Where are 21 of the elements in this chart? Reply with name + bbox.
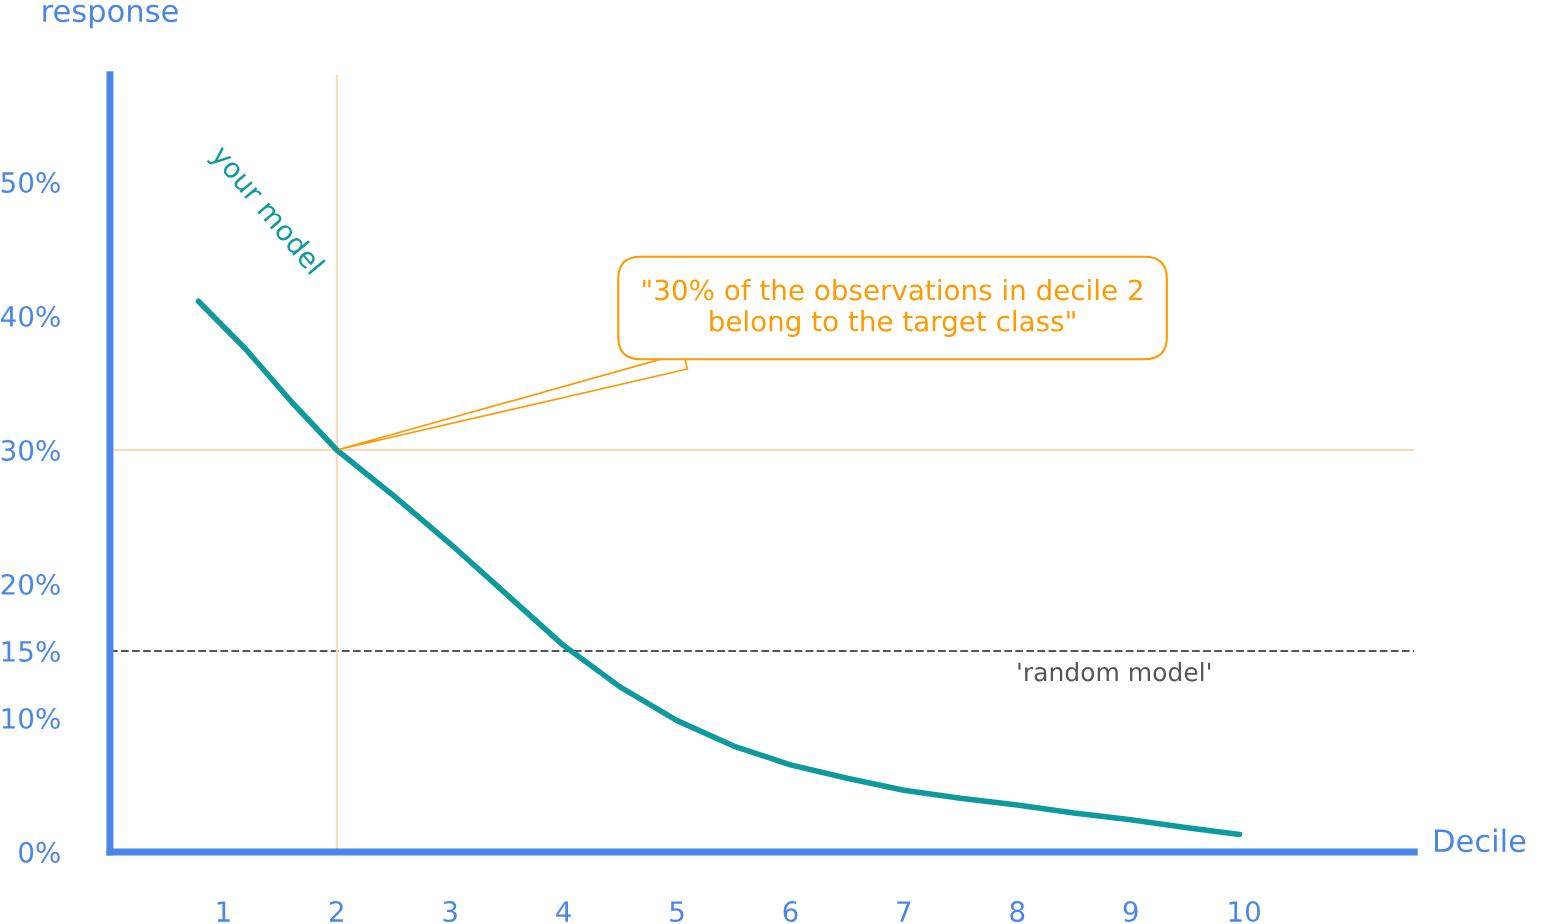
- y-tick-label: 15%: [2, 640, 60, 662]
- x-tick-label: 8: [1010, 901, 1025, 923]
- x-tick-label: 5: [670, 901, 684, 923]
- y-tick-label: 50%: [1, 171, 60, 193]
- annotation: "30% of the observations in decile 2 belong to the target class": [643, 278, 1142, 337]
- y-tick-label: 20%: [1, 573, 60, 595]
- y-tick-label: 10%: [2, 707, 60, 729]
- ref-line-label: 'random model': [1018, 662, 1211, 682]
- y-tick-label: 40%: [0, 305, 60, 327]
- x-tick-label: 7: [897, 901, 911, 922]
- y-tick-label: 0%: [19, 841, 60, 863]
- x-tick-label: 10: [1229, 901, 1260, 923]
- x-tick-label: 2: [330, 901, 343, 922]
- x-tick-label: 4: [556, 901, 571, 922]
- y-axis-title: response: [43, 4, 178, 29]
- x-tick-label: 1: [217, 901, 230, 922]
- x-axis-title: Decile: [1434, 828, 1526, 853]
- y-tick-label: 30%: [1, 439, 60, 461]
- x-tick-label: 6: [783, 901, 798, 923]
- x-tick-label: 9: [1123, 901, 1138, 923]
- x-tick-label: 3: [443, 901, 457, 923]
